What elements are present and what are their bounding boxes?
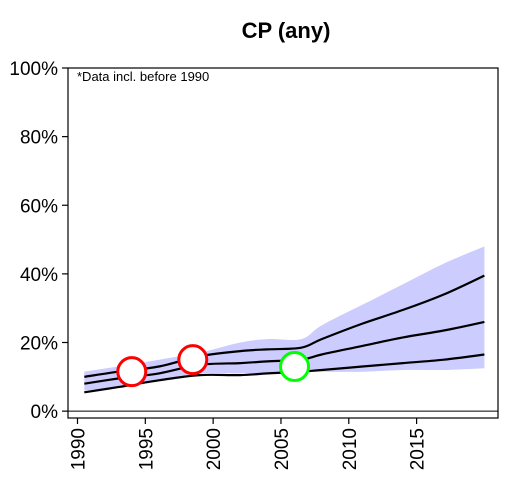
plot-frame bbox=[67, 67, 499, 419]
y-tick-label: 0% bbox=[31, 402, 59, 423]
x-tick-label: 2010 bbox=[340, 428, 361, 470]
y-tick-label: 20% bbox=[20, 334, 58, 355]
chart-annotation: *Data incl. before 1990 bbox=[77, 69, 209, 84]
chart-title: CP (any) bbox=[242, 18, 331, 43]
x-tick-label: 2005 bbox=[272, 428, 293, 470]
data-marker-1 bbox=[116, 356, 148, 388]
x-tick-label: 1995 bbox=[136, 428, 157, 470]
confidence-band bbox=[84, 246, 485, 391]
y-tick-label: 100% bbox=[9, 59, 58, 80]
series-line-1 bbox=[84, 274, 485, 378]
y-tick-label: 40% bbox=[20, 265, 58, 286]
data-marker-2 bbox=[177, 344, 209, 376]
x-tick-label: 2015 bbox=[408, 428, 429, 470]
x-tick-label: 1990 bbox=[68, 428, 89, 470]
plot-area: 0% 20% 40% 60% 80% 100% 1990 1995 2000 2005 2010 20… bbox=[9, 59, 499, 470]
data-marker-3 bbox=[279, 351, 311, 383]
y-tick-label: 80% bbox=[20, 128, 58, 149]
x-tick-label: 2000 bbox=[204, 428, 225, 470]
y-tick-label: 60% bbox=[20, 196, 58, 217]
